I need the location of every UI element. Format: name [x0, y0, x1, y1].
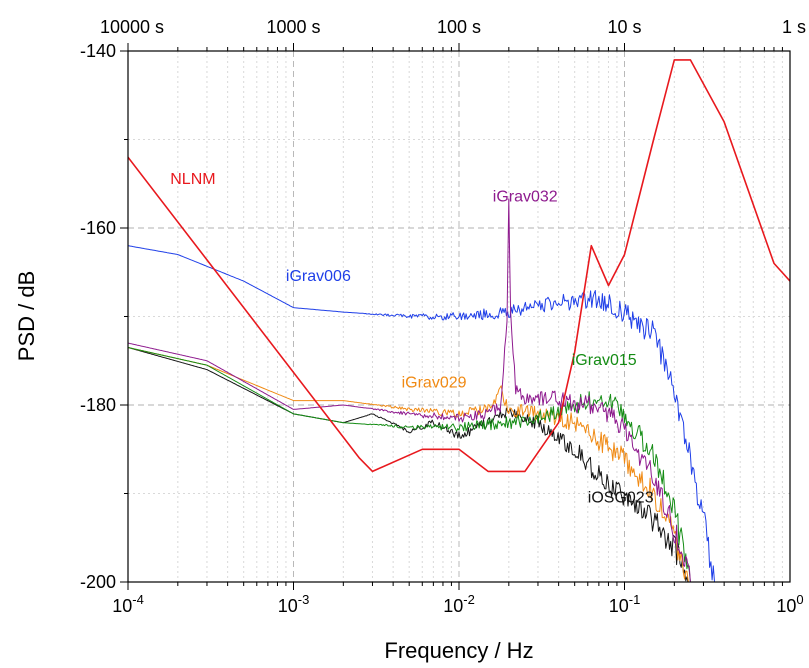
series-line-igrav029: [128, 347, 691, 582]
y-tick-label: -180: [80, 395, 116, 415]
y-tick-label: -140: [80, 41, 116, 61]
series-label-nlnm: NLNM: [170, 171, 215, 188]
series-line-nlnm: [128, 59, 790, 473]
series-line-igrav015: [128, 347, 691, 582]
series-line-iosg023: [128, 347, 691, 582]
x-tick-label: 10-3: [278, 592, 310, 616]
x-tick-label: 10-1: [609, 592, 641, 616]
series-label-igrav029: iGrav029: [402, 374, 467, 391]
series-line-igrav032: [128, 198, 691, 582]
series-label-iosg023: iOSG023: [588, 489, 654, 506]
top-tick-label: 1000 s: [266, 17, 320, 37]
y-tick-label: -200: [80, 572, 116, 592]
top-tick-label: 100 s: [437, 17, 481, 37]
x-tick-label: 10-4: [112, 592, 144, 616]
y-tick-label: -160: [80, 218, 116, 238]
series-label-igrav015: iGrav015: [572, 352, 637, 369]
top-tick-label: 10 s: [607, 17, 641, 37]
axis-ticks: [120, 43, 783, 590]
y-axis-title: PSD / dB: [14, 271, 39, 361]
series-label-igrav032: iGrav032: [493, 188, 558, 205]
series-lines: [128, 59, 790, 582]
series-label-igrav006: iGrav006: [286, 268, 351, 285]
top-tick-label: 1 s: [782, 17, 806, 37]
tick-labels: 10-4 10-3 10-2 10-1 100 -200 -180 -160 -140 10000…: [80, 17, 806, 616]
series-labels: NLNM iGrav006 iGrav032 iGrav029 iGrav015 iOSG…: [170, 171, 653, 507]
x-axis-title: Frequency / Hz: [384, 638, 533, 663]
top-tick-label: 10000 s: [100, 17, 164, 37]
x-tick-label: 100: [776, 592, 803, 616]
series-line-igrav006: [128, 245, 715, 582]
x-tick-label: 10-2: [443, 592, 475, 616]
